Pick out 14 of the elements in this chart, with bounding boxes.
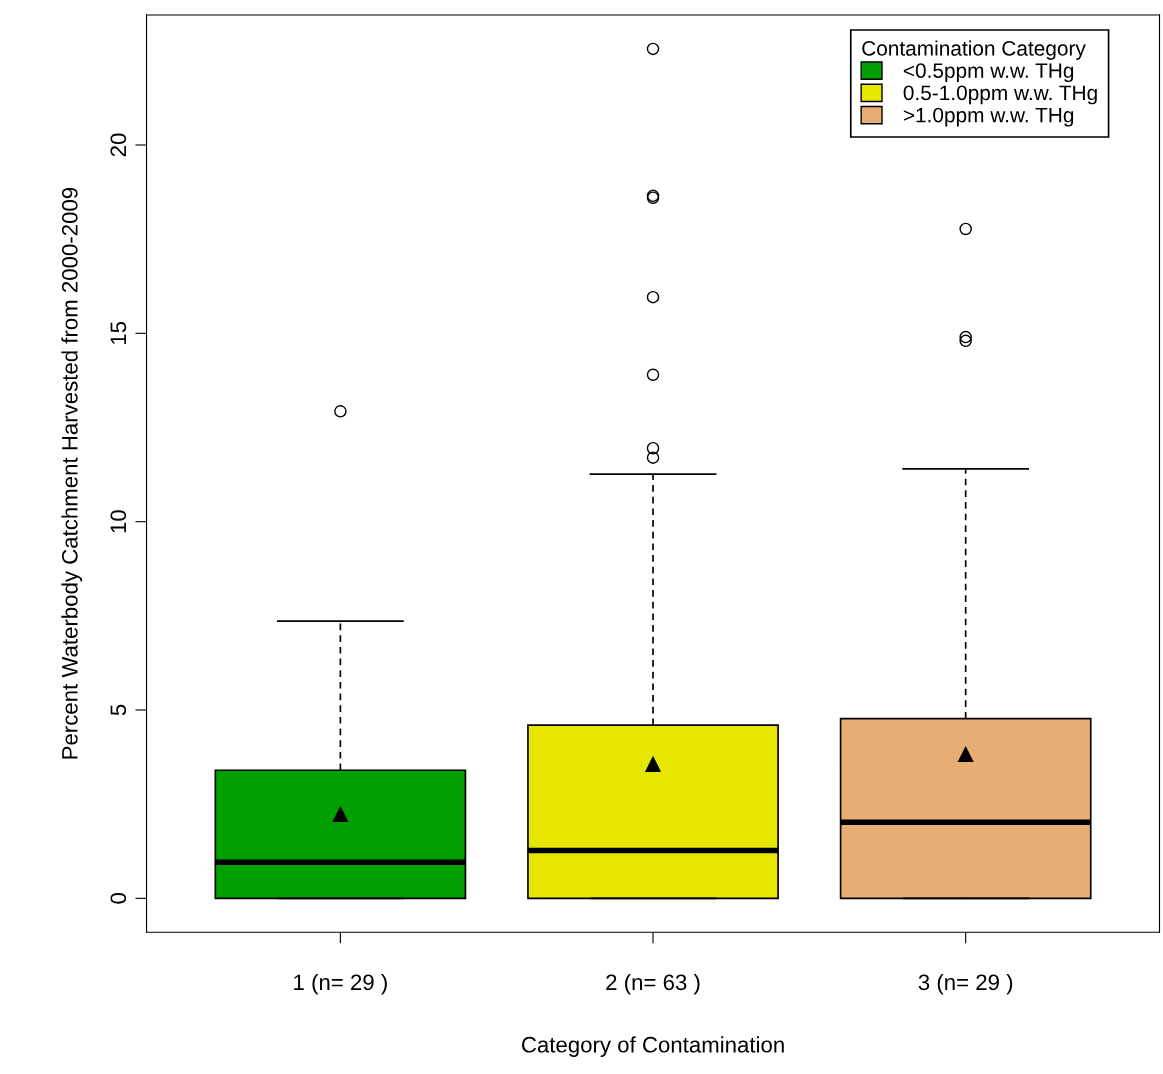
y-tick-label: 20 [110,133,127,157]
legend-title: Contamination Category [862,40,1086,60]
y-tick-label: 15 [110,321,127,344]
legend-label: >1.0ppm w.w. THg [903,107,1074,127]
legend-label: <0.5ppm w.w. THg [903,63,1074,83]
y-axis-title: Percent Waterbody Catchment Harvested from 2000-2009 [61,187,83,759]
y-tick-label: 0 [110,893,127,904]
y-tick-label: 5 [110,704,127,716]
y-tick-label: 10 [110,510,127,533]
legend-label: 0.5-1.0ppm w.w. THg [903,85,1097,105]
x-tick-label: 2 (n= 63 ) [606,973,700,995]
x-tick-label: 1 (n= 29 ) [294,973,387,995]
x-axis-title: Category of Contamination [521,1036,784,1057]
x-tick-label: 3 (n= 29 ) [918,973,1013,995]
